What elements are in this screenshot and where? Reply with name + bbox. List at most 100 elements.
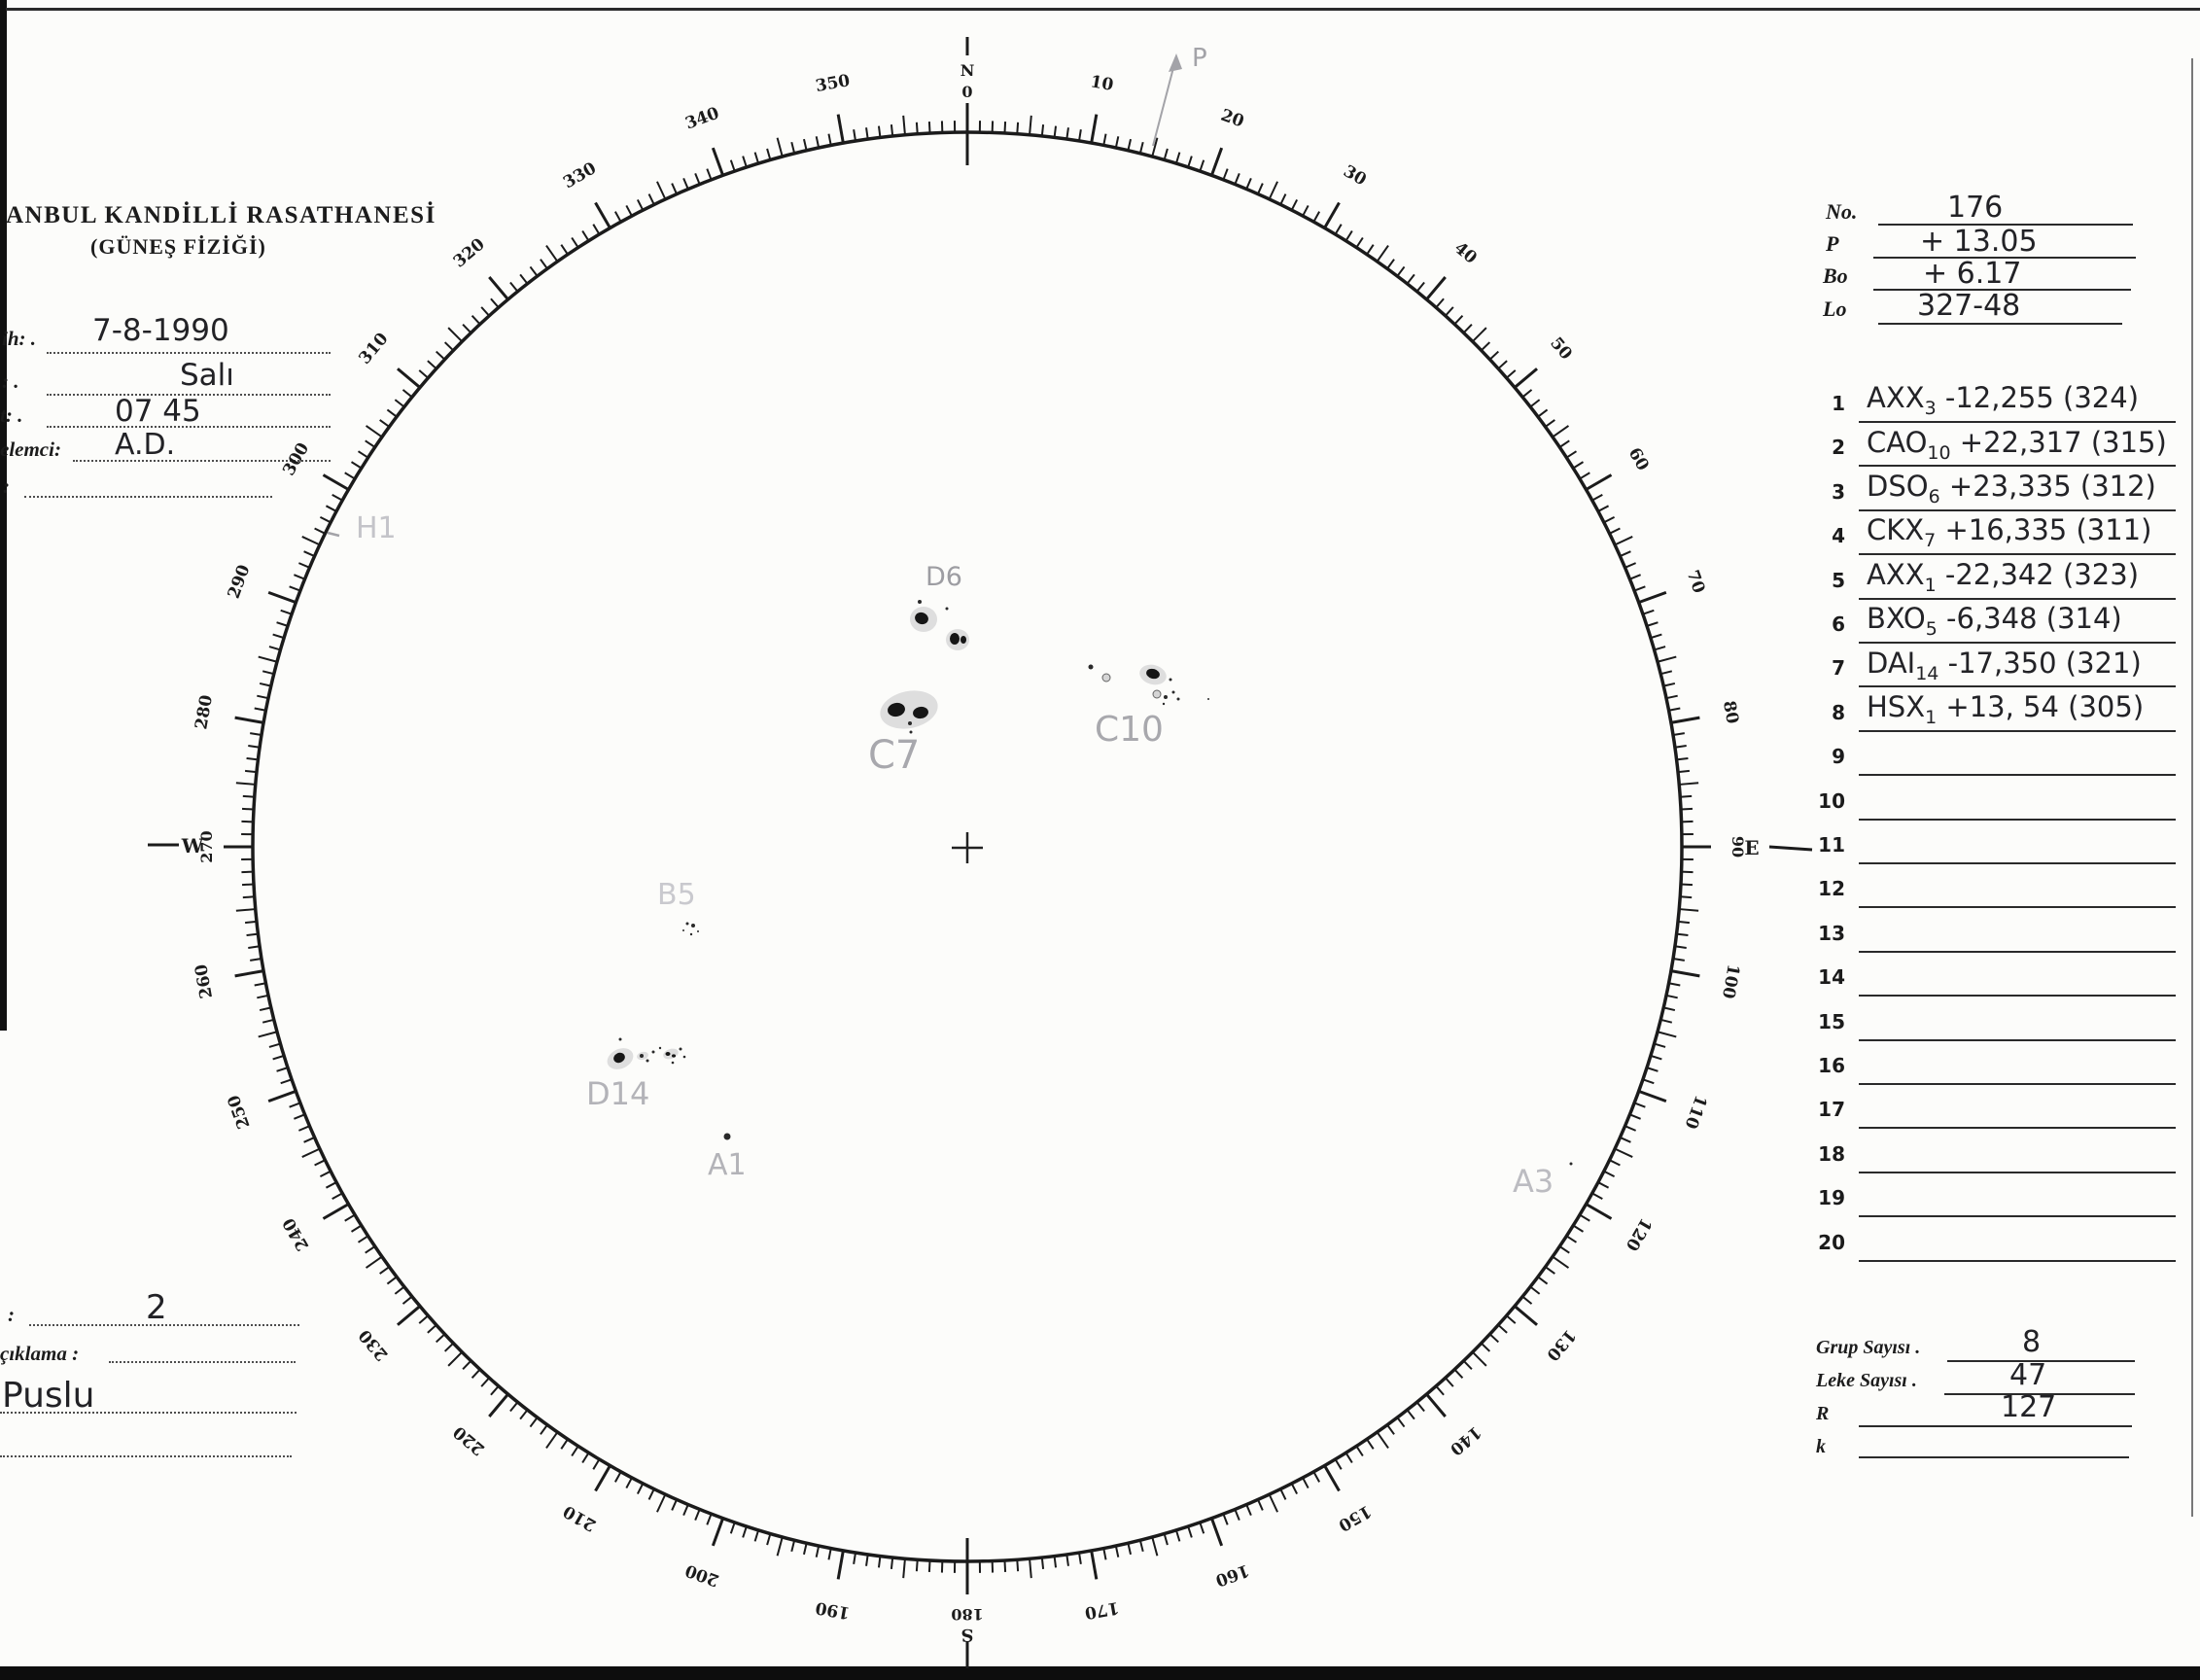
degree-tick [571, 1445, 579, 1457]
degree-tick [694, 1509, 701, 1521]
degree-tick [1497, 1324, 1508, 1334]
degree-tick [297, 562, 310, 569]
zero-degree-label: 0 [961, 83, 972, 101]
page-right-edge [2191, 58, 2193, 1517]
group-list-row: 5 AXX1 -22,342 (323) [1816, 558, 2178, 600]
degree-tick [1668, 707, 1681, 712]
group-list-row: 13 [1816, 912, 2178, 953]
degree-tick [254, 982, 266, 987]
degree-tick [802, 1542, 808, 1556]
group-count-value: 8 [2022, 1325, 2042, 1359]
degree-label: 300 [279, 439, 313, 479]
degree-tick [1151, 137, 1159, 158]
group-list-row: 3 DSO6 +23,335 (312) [1816, 470, 2178, 511]
p-arrow-label: P [1192, 44, 1207, 73]
degree-tick [636, 198, 645, 211]
degree-tick [571, 236, 579, 249]
degree-tick [1565, 450, 1578, 459]
row-number: 2 [1832, 436, 1845, 460]
north-label: N [960, 61, 975, 80]
degree-tick [1638, 1089, 1667, 1103]
degree-tick [1355, 1445, 1364, 1457]
degree-tick [1558, 439, 1570, 448]
degree-label: 210 [560, 1501, 600, 1535]
group-list-row: 14 [1816, 956, 2178, 998]
degree-tick [1127, 138, 1133, 152]
group-list-row: 1 AXX3 -12,255 (324) [1816, 381, 2178, 423]
degree-tick [529, 265, 539, 277]
degree-tick [902, 115, 906, 135]
degree-tick [877, 125, 882, 138]
degree-tick [853, 1552, 857, 1564]
sunspot-pore [618, 1037, 622, 1041]
lo-label: Lo [1823, 297, 1847, 321]
degree-tick [594, 1464, 611, 1492]
degree-tick [1529, 1285, 1541, 1295]
group-count-line [1947, 1360, 2135, 1362]
sunspot-small-ring [1101, 673, 1111, 682]
degree-tick [443, 341, 454, 352]
degree-tick [1114, 1545, 1120, 1558]
no-value: 176 [1947, 191, 2004, 225]
group-count-label: Grup Sayısı . [1816, 1337, 1921, 1358]
bo-label: Bo [1823, 263, 1848, 288]
degree-tick [1257, 1499, 1264, 1511]
group-entry: DAI14 -17,350 (321) [1867, 646, 2142, 684]
row-underline [1859, 421, 2176, 423]
degree-tick [314, 1159, 326, 1167]
degree-tick [1597, 505, 1610, 512]
degree-tick [776, 137, 784, 158]
degree-tick [297, 1125, 310, 1132]
degree-tick [519, 1409, 529, 1420]
degree-tick [248, 745, 261, 749]
degree-label: 60 [1624, 444, 1653, 474]
degree-tick [1506, 369, 1517, 379]
group-list-row: 20 [1816, 1221, 2178, 1262]
sunspot-small-ring [1152, 689, 1162, 699]
degree-label: 230 [355, 1325, 392, 1364]
group-list-row: 12 [1816, 867, 2178, 909]
degree-tick [1665, 694, 1678, 700]
degree-tick [294, 1113, 305, 1120]
row-number: 10 [1818, 788, 1845, 813]
south-degree-label: 180 [951, 1605, 983, 1624]
degree-tick [1344, 229, 1353, 242]
degree-tick [1662, 1006, 1676, 1012]
degree-tick [418, 1314, 429, 1324]
east-dash [1768, 845, 1813, 852]
degree-tick [1366, 1438, 1375, 1450]
sunspot-pore [1569, 1162, 1573, 1166]
degree-tick [711, 1518, 725, 1547]
degree-label: 20 [1218, 106, 1246, 132]
degree-tick [480, 1377, 490, 1387]
degree-tick [234, 716, 264, 724]
group-list-row: 10 [1816, 780, 2178, 821]
degree-tick [1053, 1556, 1058, 1568]
degree-tick [1670, 969, 1700, 978]
sunspot-umbra [950, 633, 960, 645]
degree-tick [1040, 1557, 1045, 1570]
degree-tick [1065, 127, 1069, 140]
field-extra-label: : [3, 474, 10, 498]
degree-tick [397, 1305, 421, 1326]
degree-tick [1670, 716, 1700, 724]
degree-tick [235, 908, 256, 912]
sunspot-drawings [327, 531, 1573, 1166]
group-list-row: 9 [1816, 735, 2178, 777]
degree-tick [1334, 1458, 1343, 1470]
remarks-line-2 [0, 1412, 297, 1414]
degree-tick [1672, 732, 1685, 737]
degree-tick [1680, 895, 1693, 899]
remarks-label: çıklama : [0, 1342, 80, 1365]
degree-tick [257, 994, 269, 999]
row-number: 3 [1832, 479, 1845, 504]
degree-tick [242, 794, 255, 798]
degree-label: 80 [1719, 699, 1742, 725]
degree-tick [1199, 1522, 1205, 1534]
degree-tick [257, 694, 269, 700]
degree-tick [1366, 244, 1375, 256]
k-label: k [1816, 1436, 1826, 1457]
degree-tick [613, 1471, 622, 1483]
